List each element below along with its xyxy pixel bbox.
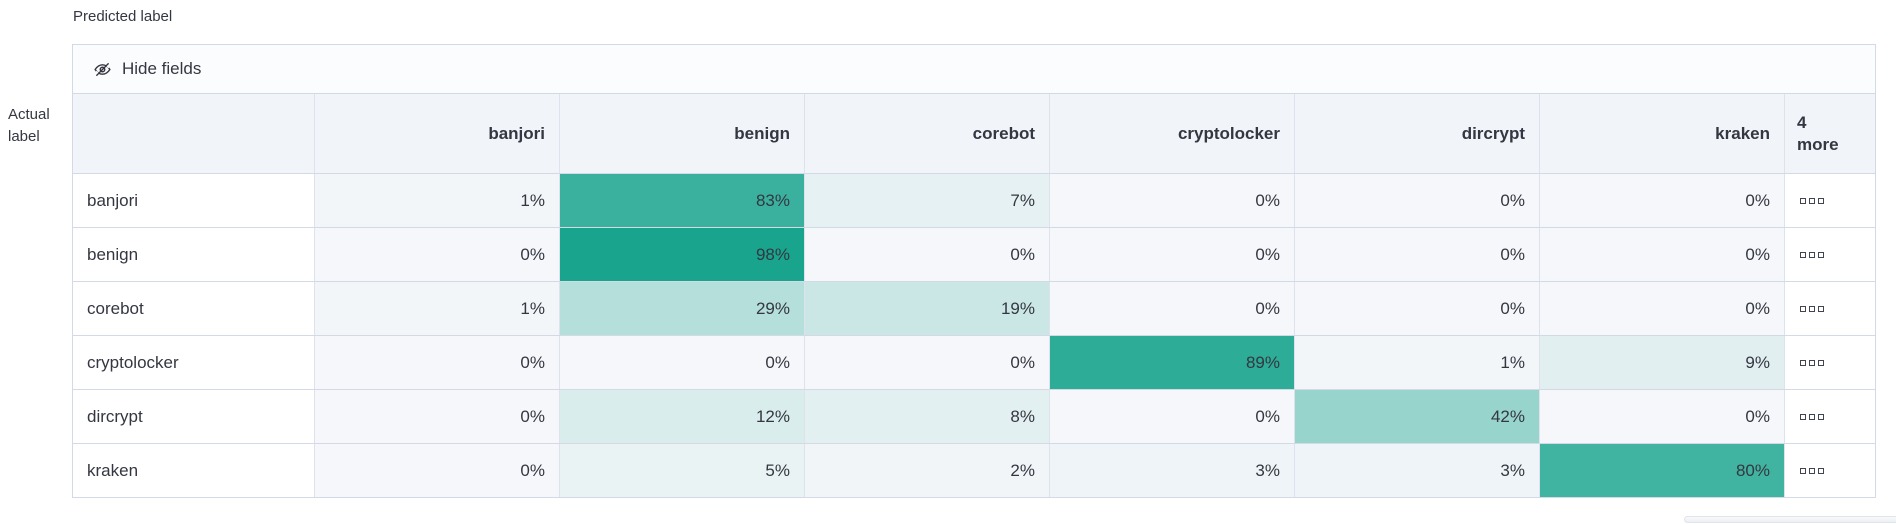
matrix-cell-benign-benign[interactable]: 98% — [560, 228, 805, 281]
matrix-cell-banjori-banjori[interactable]: 1% — [315, 174, 560, 227]
matrix-cell-banjori-benign[interactable]: 83% — [560, 174, 805, 227]
matrix-cell-dircrypt-benign[interactable]: 12% — [560, 390, 805, 443]
matrix-cell-corebot-banjori[interactable]: 1% — [315, 282, 560, 335]
predicted-axis-label: Predicted label — [73, 8, 173, 25]
header-cell-more-columns[interactable]: 4 more — [1797, 112, 1839, 154]
matrix-cell-corebot-benign[interactable]: 29% — [560, 282, 805, 335]
boxes-horizontal-icon — [1800, 467, 1824, 474]
matrix-cell-banjori-dircrypt[interactable]: 0% — [1295, 174, 1540, 227]
matrix-cell-banjori-corebot[interactable]: 7% — [805, 174, 1050, 227]
matrix-row-kraken: kraken 0% 5% 2% 3% 3% 80% — [73, 444, 1875, 497]
header-cell-row-labels — [73, 94, 315, 173]
more-values-cell-corebot[interactable] — [1785, 282, 1875, 335]
boxes-horizontal-icon — [1800, 197, 1824, 204]
more-values-cell-cryptolocker[interactable] — [1785, 336, 1875, 389]
row-label-benign[interactable]: benign — [73, 228, 315, 281]
matrix-row-benign: benign 0% 98% 0% 0% 0% 0% — [73, 228, 1875, 282]
header-cell-benign[interactable]: benign — [560, 94, 805, 173]
boxes-horizontal-icon — [1800, 305, 1824, 312]
grid-toolbar: Hide fields — [73, 45, 1875, 94]
matrix-cell-kraken-benign[interactable]: 5% — [560, 444, 805, 497]
row-label-corebot[interactable]: corebot — [73, 282, 315, 335]
row-label-dircrypt[interactable]: dircrypt — [73, 390, 315, 443]
header-cell-cryptolocker[interactable]: cryptolocker — [1050, 94, 1295, 173]
matrix-cell-corebot-dircrypt[interactable]: 0% — [1295, 282, 1540, 335]
header-cell-dircrypt[interactable]: dircrypt — [1295, 94, 1540, 173]
matrix-row-banjori: banjori 1% 83% 7% 0% 0% 0% — [73, 174, 1875, 228]
boxes-horizontal-icon — [1800, 359, 1824, 366]
matrix-cell-benign-banjori[interactable]: 0% — [315, 228, 560, 281]
matrix-cell-kraken-kraken[interactable]: 80% — [1540, 444, 1785, 497]
hide-fields-label: Hide fields — [122, 59, 202, 78]
matrix-row-corebot: corebot 1% 29% 19% 0% 0% 0% — [73, 282, 1875, 336]
matrix-rows: banjori 1% 83% 7% 0% 0% 0% benign 0% 98% 0% 0% 0% 0% c… — [73, 174, 1875, 497]
matrix-cell-banjori-cryptolocker[interactable]: 0% — [1050, 174, 1295, 227]
matrix-cell-kraken-banjori[interactable]: 0% — [315, 444, 560, 497]
matrix-cell-cryptolocker-cryptolocker[interactable]: 89% — [1050, 336, 1295, 389]
boxes-horizontal-icon — [1800, 251, 1824, 258]
matrix-cell-kraken-dircrypt[interactable]: 3% — [1295, 444, 1540, 497]
matrix-cell-dircrypt-dircrypt[interactable]: 42% — [1295, 390, 1540, 443]
matrix-cell-banjori-kraken[interactable]: 0% — [1540, 174, 1785, 227]
matrix-row-dircrypt: dircrypt 0% 12% 8% 0% 42% 0% — [73, 390, 1875, 444]
matrix-cell-cryptolocker-dircrypt[interactable]: 1% — [1295, 336, 1540, 389]
matrix-cell-cryptolocker-benign[interactable]: 0% — [560, 336, 805, 389]
row-label-banjori[interactable]: banjori — [73, 174, 315, 227]
eye-closed-icon — [94, 62, 111, 76]
actual-axis-label: Actual label — [8, 106, 50, 145]
matrix-row-cryptolocker: cryptolocker 0% 0% 0% 89% 1% 9% — [73, 336, 1875, 390]
matrix-cell-benign-dircrypt[interactable]: 0% — [1295, 228, 1540, 281]
matrix-header-row: banjori benign corebot cryptolocker dircrypt… — [73, 94, 1875, 174]
boxes-horizontal-icon — [1800, 413, 1824, 420]
hide-fields-button[interactable]: Hide fields — [93, 59, 201, 79]
more-values-cell-banjori[interactable] — [1785, 174, 1875, 227]
matrix-cell-dircrypt-kraken[interactable]: 0% — [1540, 390, 1785, 443]
matrix-cell-benign-cryptolocker[interactable]: 0% — [1050, 228, 1295, 281]
header-cell-kraken[interactable]: kraken — [1540, 94, 1785, 173]
more-values-cell-benign[interactable] — [1785, 228, 1875, 281]
matrix-cell-dircrypt-banjori[interactable]: 0% — [315, 390, 560, 443]
matrix-cell-kraken-corebot[interactable]: 2% — [805, 444, 1050, 497]
matrix-cell-corebot-cryptolocker[interactable]: 0% — [1050, 282, 1295, 335]
matrix-cell-corebot-kraken[interactable]: 0% — [1540, 282, 1785, 335]
matrix-cell-dircrypt-cryptolocker[interactable]: 0% — [1050, 390, 1295, 443]
more-values-cell-dircrypt[interactable] — [1785, 390, 1875, 443]
horizontal-scrollbar[interactable] — [1684, 516, 1896, 523]
row-label-kraken[interactable]: kraken — [73, 444, 315, 497]
header-cell-corebot[interactable]: corebot — [805, 94, 1050, 173]
matrix-cell-cryptolocker-banjori[interactable]: 0% — [315, 336, 560, 389]
matrix-cell-cryptolocker-kraken[interactable]: 9% — [1540, 336, 1785, 389]
header-cell-banjori[interactable]: banjori — [315, 94, 560, 173]
matrix-cell-dircrypt-corebot[interactable]: 8% — [805, 390, 1050, 443]
matrix-cell-corebot-corebot[interactable]: 19% — [805, 282, 1050, 335]
matrix-cell-cryptolocker-corebot[interactable]: 0% — [805, 336, 1050, 389]
more-values-cell-kraken[interactable] — [1785, 444, 1875, 497]
matrix-cell-kraken-cryptolocker[interactable]: 3% — [1050, 444, 1295, 497]
matrix-cell-benign-kraken[interactable]: 0% — [1540, 228, 1785, 281]
matrix-cell-benign-corebot[interactable]: 0% — [805, 228, 1050, 281]
row-label-cryptolocker[interactable]: cryptolocker — [73, 336, 315, 389]
confusion-matrix-grid: Hide fields banjori benign corebot cryptolo… — [72, 44, 1876, 498]
